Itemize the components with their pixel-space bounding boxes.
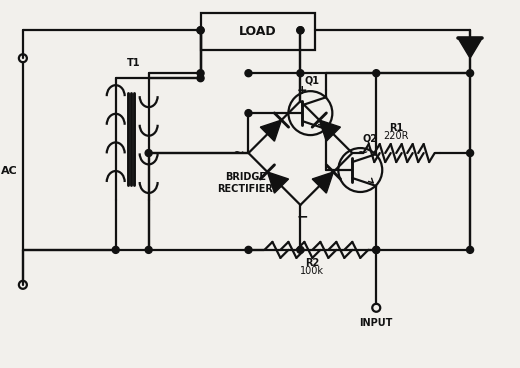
Text: 100k: 100k: [301, 266, 324, 276]
Polygon shape: [458, 38, 482, 58]
Text: AC: AC: [1, 166, 17, 176]
Circle shape: [145, 149, 152, 156]
Circle shape: [466, 149, 474, 156]
Circle shape: [373, 70, 380, 77]
Text: ~: ~: [356, 146, 368, 160]
Text: ~: ~: [233, 146, 244, 160]
Circle shape: [197, 75, 204, 82]
Circle shape: [297, 247, 304, 254]
Text: Q1: Q1: [305, 75, 320, 85]
Circle shape: [197, 70, 204, 77]
Circle shape: [245, 110, 252, 117]
Polygon shape: [312, 172, 333, 193]
Circle shape: [112, 247, 119, 254]
Text: +: +: [297, 84, 308, 97]
Circle shape: [373, 247, 380, 254]
Polygon shape: [319, 120, 341, 141]
Text: R1: R1: [389, 123, 404, 133]
Circle shape: [197, 27, 204, 34]
Text: −: −: [296, 209, 308, 223]
Bar: [201, 13, 315, 50]
Text: T1: T1: [127, 58, 140, 68]
Polygon shape: [267, 172, 289, 193]
Circle shape: [145, 247, 152, 254]
Text: 220R: 220R: [383, 131, 409, 141]
Circle shape: [466, 70, 474, 77]
Polygon shape: [261, 120, 281, 141]
Circle shape: [297, 27, 304, 34]
Circle shape: [373, 247, 380, 254]
Circle shape: [245, 247, 252, 254]
Circle shape: [466, 247, 474, 254]
Circle shape: [245, 70, 252, 77]
Text: INPUT: INPUT: [359, 318, 393, 328]
Text: BRIDGE
RECTIFIER: BRIDGE RECTIFIER: [217, 172, 274, 194]
Circle shape: [197, 27, 204, 34]
Circle shape: [297, 70, 304, 77]
Text: Q2: Q2: [363, 133, 378, 143]
Text: R2: R2: [305, 258, 319, 268]
Text: LOAD: LOAD: [239, 25, 276, 38]
Circle shape: [297, 27, 304, 34]
